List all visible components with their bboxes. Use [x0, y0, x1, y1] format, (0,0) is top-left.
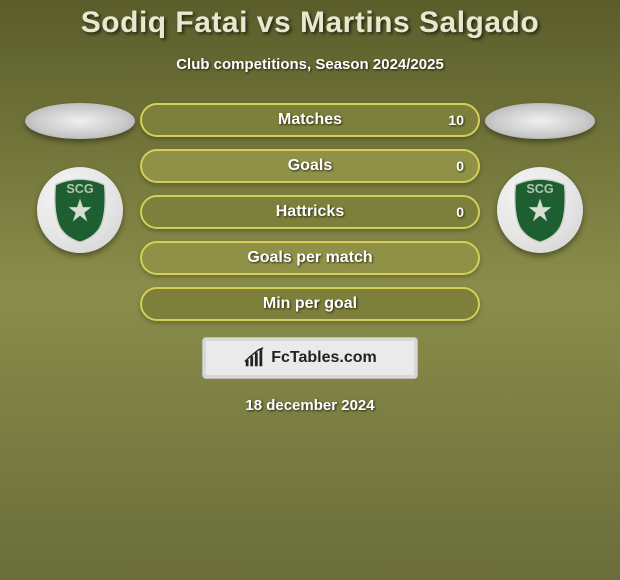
- bar-chart-icon: [243, 347, 265, 369]
- stat-label: Goals: [288, 157, 332, 175]
- stat-bar-min-per-goal: Min per goal: [140, 287, 480, 321]
- comparison-stage: SCG Matches 10 Goals 0 Hattricks 0 Goals…: [0, 103, 620, 321]
- stat-label: Min per goal: [263, 295, 357, 313]
- right-player-photo-placeholder: [485, 103, 595, 139]
- right-club-logo: SCG: [497, 167, 583, 253]
- stat-label: Matches: [278, 111, 342, 129]
- stat-label: Goals per match: [247, 249, 372, 267]
- left-player-photo-placeholder: [25, 103, 135, 139]
- brand-watermark: FcTables.com: [202, 337, 418, 379]
- shield-icon: SCG: [45, 175, 115, 245]
- stat-bar-goals-per-match: Goals per match: [140, 241, 480, 275]
- right-player-column: SCG: [480, 103, 600, 253]
- stat-bar-goals: Goals 0: [140, 149, 480, 183]
- date-text: 18 december 2024: [0, 397, 620, 414]
- left-club-logo: SCG: [37, 167, 123, 253]
- brand-text: FcTables.com: [271, 349, 377, 367]
- shield-text: SCG: [66, 182, 93, 196]
- stat-bars: Matches 10 Goals 0 Hattricks 0 Goals per…: [140, 103, 480, 321]
- stat-bar-matches: Matches 10: [140, 103, 480, 137]
- left-player-column: SCG: [20, 103, 140, 253]
- stat-value: 0: [456, 204, 464, 220]
- stat-value: 0: [456, 158, 464, 174]
- shield-icon: SCG: [505, 175, 575, 245]
- stat-label: Hattricks: [276, 203, 344, 221]
- stat-value: 10: [448, 112, 464, 128]
- page-title: Sodiq Fatai vs Martins Salgado: [0, 0, 620, 40]
- subtitle: Club competitions, Season 2024/2025: [0, 56, 620, 73]
- shield-text: SCG: [526, 182, 553, 196]
- stat-bar-hattricks: Hattricks 0: [140, 195, 480, 229]
